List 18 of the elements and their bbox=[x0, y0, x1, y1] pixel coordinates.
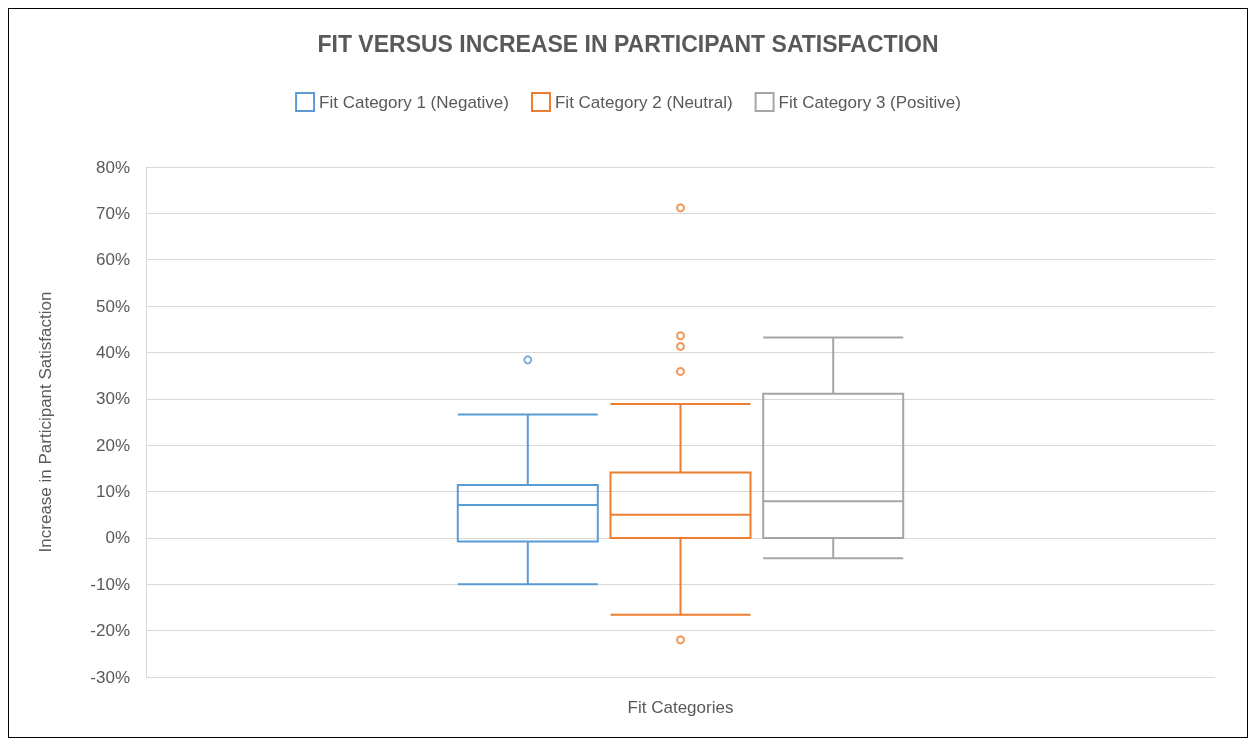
legend-label: Fit Category 1 (Negative) bbox=[319, 92, 509, 112]
y-tick-label: -10% bbox=[90, 574, 130, 594]
y-tick-label: 30% bbox=[95, 389, 130, 409]
y-tick-label: 0% bbox=[105, 528, 130, 548]
chart-title: FIT VERSUS INCREASE IN PARTICIPANT SATISFACTION bbox=[317, 30, 939, 57]
legend-label: Fit Category 3 (Positive) bbox=[778, 92, 961, 112]
y-tick-label: 60% bbox=[95, 250, 130, 270]
y-tick-label: 70% bbox=[95, 203, 130, 223]
legend-label: Fit Category 2 (Neutral) bbox=[554, 92, 733, 112]
y-tick-label: 50% bbox=[95, 296, 130, 316]
y-tick-label: -30% bbox=[90, 667, 130, 687]
y-axis-title: Increase in Participant Satisfaction bbox=[36, 291, 55, 553]
y-tick-label: 80% bbox=[95, 157, 130, 177]
y-tick-label: -20% bbox=[90, 621, 130, 641]
y-tick-label: 40% bbox=[95, 342, 130, 362]
y-tick-label: 10% bbox=[95, 482, 130, 502]
y-tick-label: 20% bbox=[95, 435, 130, 455]
x-axis-title: Fit Categories bbox=[627, 698, 734, 717]
